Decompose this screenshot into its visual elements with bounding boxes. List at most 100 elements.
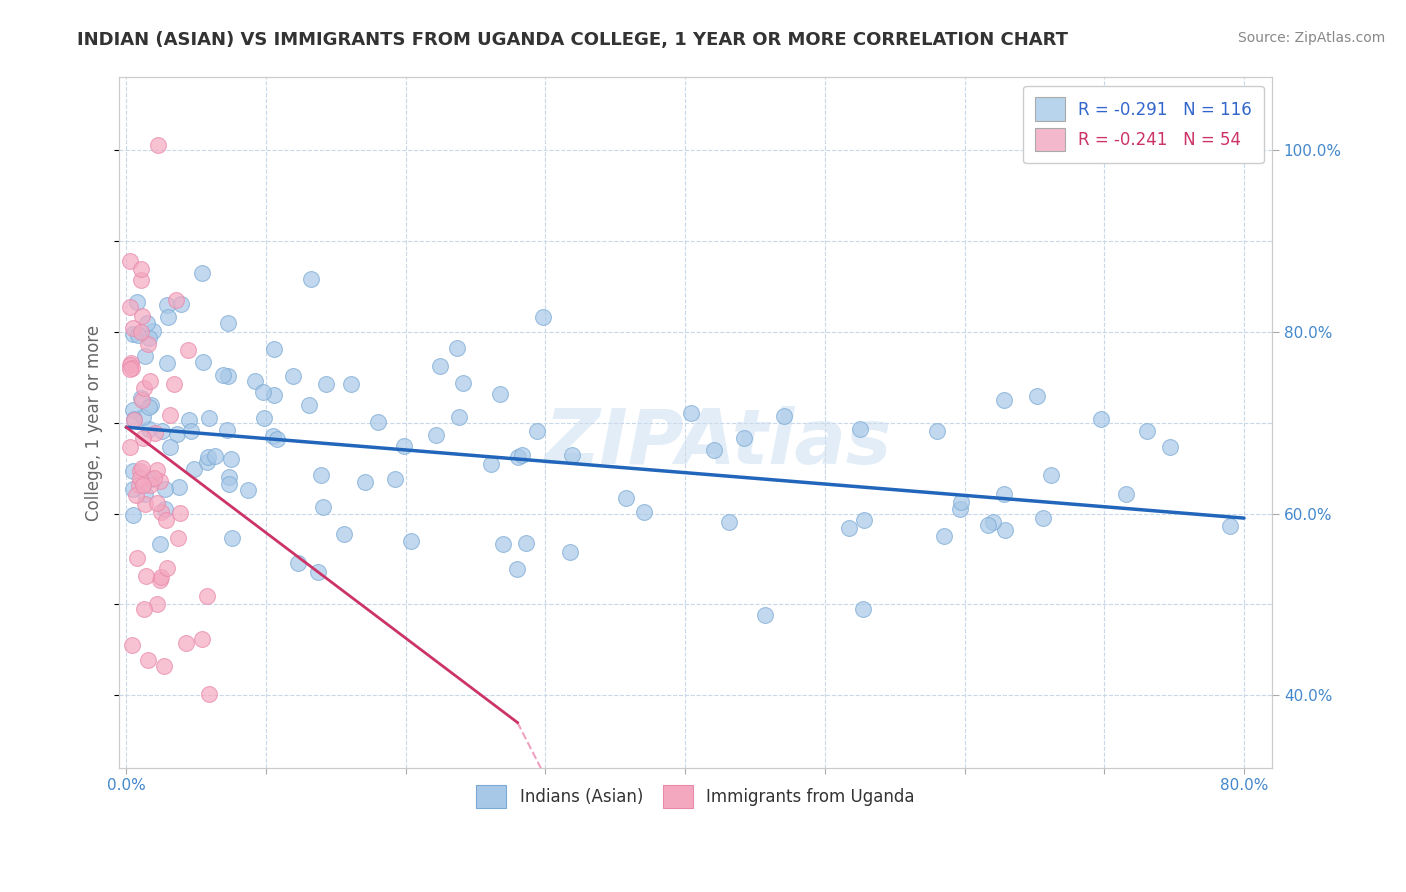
Point (139, 472, 162, 486)
Legend: Indians (Asian), Immigrants from Uganda: Indians (Asian), Immigrants from Uganda (470, 778, 921, 815)
Point (838, 521, 860, 535)
Point (425, 427, 447, 442)
Point (1219, 518, 1241, 533)
Point (138, 421, 160, 435)
Point (134, 497, 156, 511)
Point (138, 401, 160, 415)
Point (135, 568, 157, 582)
Point (977, 518, 1000, 533)
Point (853, 513, 876, 527)
Point (134, 349, 156, 363)
Point (143, 471, 166, 485)
Point (312, 500, 335, 514)
Point (243, 374, 266, 388)
Point (633, 505, 655, 519)
Point (146, 463, 169, 477)
Point (156, 560, 179, 574)
Point (1032, 511, 1054, 525)
Point (307, 565, 329, 579)
Point (1136, 424, 1159, 438)
Point (136, 337, 159, 351)
Point (170, 297, 193, 311)
Point (447, 409, 470, 424)
Point (773, 409, 796, 423)
Point (129, 464, 152, 478)
Point (983, 515, 1005, 529)
Text: ZIPAtlas: ZIPAtlas (546, 407, 893, 481)
Point (488, 387, 510, 401)
Point (156, 310, 179, 325)
Point (298, 397, 321, 411)
Point (718, 515, 741, 529)
Point (311, 467, 333, 482)
Point (177, 343, 200, 358)
Point (122, 326, 145, 341)
Point (925, 424, 948, 438)
Point (131, 461, 153, 475)
Point (146, 138, 169, 153)
Point (150, 570, 173, 584)
Point (262, 428, 284, 442)
Point (253, 410, 276, 425)
Point (131, 392, 153, 407)
Point (733, 431, 755, 445)
Point (217, 316, 239, 330)
Point (156, 356, 179, 370)
Point (949, 495, 972, 509)
Point (143, 425, 166, 440)
Point (561, 448, 583, 462)
Point (287, 556, 309, 570)
Point (120, 356, 142, 370)
Point (215, 423, 238, 437)
Point (128, 478, 150, 492)
Point (281, 369, 304, 384)
Point (122, 320, 145, 334)
Y-axis label: College, 1 year or more: College, 1 year or more (86, 325, 103, 521)
Point (340, 376, 363, 391)
Point (429, 359, 451, 374)
Point (179, 413, 201, 427)
Point (150, 505, 173, 519)
Point (120, 440, 142, 454)
Point (263, 388, 285, 402)
Point (1039, 467, 1062, 482)
Point (367, 415, 389, 429)
Point (197, 450, 219, 464)
Point (128, 471, 150, 485)
Point (122, 508, 145, 522)
Point (146, 597, 169, 611)
Point (132, 381, 155, 395)
Point (197, 687, 219, 701)
Point (131, 309, 153, 323)
Point (121, 360, 143, 375)
Point (211, 368, 233, 383)
Text: INDIAN (ASIAN) VS IMMIGRANTS FROM UGANDA COLLEGE, 1 YEAR OR MORE CORRELATION CHA: INDIAN (ASIAN) VS IMMIGRANTS FROM UGANDA… (77, 31, 1069, 49)
Point (138, 374, 160, 388)
Point (153, 502, 176, 516)
Point (218, 469, 240, 483)
Point (993, 392, 1015, 407)
Point (149, 537, 172, 551)
Point (120, 358, 142, 372)
Point (505, 562, 527, 576)
Point (125, 488, 148, 502)
Point (515, 536, 537, 550)
Point (1025, 389, 1047, 403)
Point (122, 403, 145, 417)
Point (191, 266, 214, 280)
Point (217, 369, 239, 384)
Point (384, 472, 406, 486)
Point (132, 478, 155, 492)
Point (125, 295, 148, 310)
Point (510, 448, 533, 462)
Point (191, 355, 214, 369)
Point (165, 293, 187, 307)
Point (153, 482, 176, 496)
Point (218, 477, 240, 491)
Point (263, 342, 285, 356)
Point (121, 638, 143, 652)
Point (479, 457, 502, 471)
Point (149, 573, 172, 587)
Point (204, 449, 226, 463)
Point (129, 392, 152, 406)
